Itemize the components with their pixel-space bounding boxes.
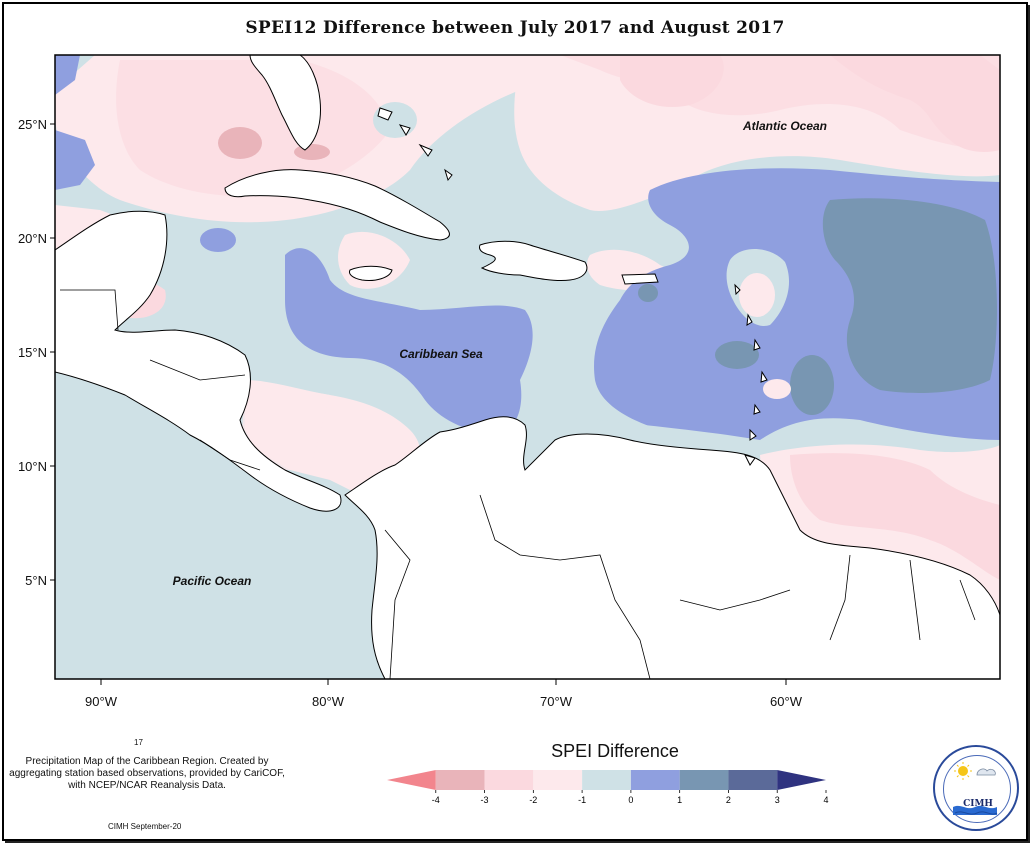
map-border [54,54,1001,680]
sun-cloud-icon [953,762,998,815]
pacific-ocean-label: Pacific Ocean [173,574,252,588]
cimh-logo: CIMH [933,745,1019,831]
footer-caption: Precipitation Map of the Caribbean Regio… [9,756,285,791]
legend-swatch [484,770,534,790]
lat-axis [50,123,55,581]
lon-tick-60: 60°W [770,694,803,709]
legend-tick-label: -2 [529,795,537,805]
legend-swatch [533,770,583,790]
footer-number: 17 [134,738,143,747]
cuba [224,169,450,241]
lat-tick-15: 15°N [18,345,47,360]
lat-tick-5: 5°N [25,573,47,588]
legend-tick-label: 4 [823,795,828,805]
legend-tick-label: -4 [432,795,440,805]
legend-tick-label: 3 [775,795,780,805]
legend-tick-label: -1 [578,795,586,805]
logo-ring [943,755,1011,823]
lon-tick-70: 70°W [540,694,573,709]
puerto-rico [621,273,659,285]
land [55,55,1000,679]
atlantic-ocean-label: Atlantic Ocean [742,119,827,133]
legend-tick-label: -3 [481,795,489,805]
lat-tick-20: 20°N [18,231,47,246]
lon-axis [100,679,787,685]
legend-tick-label: 1 [677,795,682,805]
legend-swatch [435,770,485,790]
legend-swatch [728,770,778,790]
legend-colorbar: -4 -3 -2 -1 0 1 2 3 4 [387,770,829,805]
caribbean-sea-label: Caribbean Sea [399,347,483,361]
legend-title: SPEI Difference [551,741,679,761]
borders [60,289,976,679]
jamaica [349,265,393,281]
legend-swatch [777,770,826,790]
legend-swatch [630,770,680,790]
legend-swatch [387,770,436,790]
legend-tick-label: 0 [628,795,633,805]
lon-tick-80: 80°W [312,694,345,709]
lon-tick-90: 90°W [85,694,118,709]
hispaniola [479,240,588,281]
central-america [55,210,342,512]
florida [249,55,321,151]
lat-tick-10: 10°N [18,459,47,474]
footer-date: CIMH September-20 [108,822,182,831]
legend-swatch [582,770,631,790]
legend-swatch [679,770,729,790]
south-america [344,416,1000,679]
map-title: SPEI12 Difference between July 2017 and … [245,18,785,38]
legend-tick-label: 2 [726,795,731,805]
lat-tick-25: 25°N [18,117,47,132]
logo-name: CIMH [963,799,993,809]
